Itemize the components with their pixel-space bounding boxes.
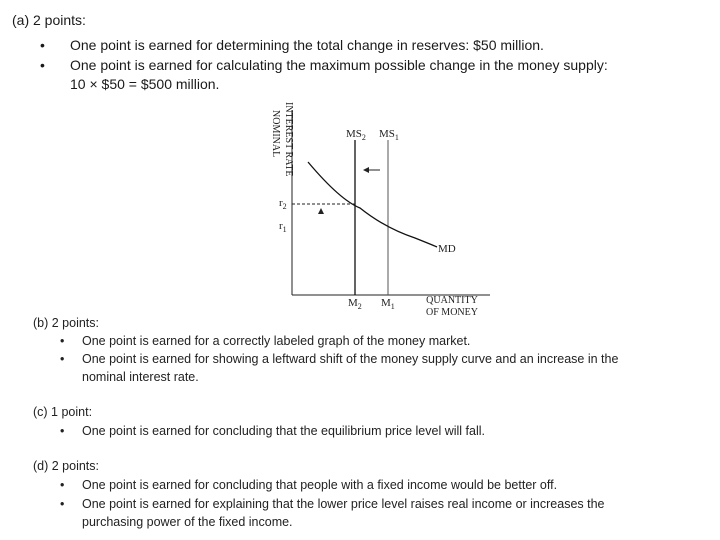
ms1-label: MS1: [379, 128, 399, 142]
part-d-item-1: One point is earned for concluding that …: [82, 478, 558, 492]
bullet-icon: •: [60, 352, 65, 366]
part-d-item-2-continued: purchasing power of the fixed income.: [82, 515, 293, 529]
bullet-icon: •: [60, 334, 65, 348]
part-d-header: (d) 2 points:: [33, 459, 100, 473]
part-a-header: (a) 2 points:: [12, 12, 86, 28]
bullet-icon: •: [60, 497, 65, 511]
bullet-icon: •: [40, 37, 45, 53]
part-b-header: (b) 2 points:: [33, 316, 100, 330]
part-b-item-2: One point is earned for showing a leftwa…: [82, 352, 619, 366]
x-axis-label-line2: OF MONEY: [426, 307, 478, 318]
md-label: MD: [438, 243, 456, 255]
arrow-head-icon: [363, 167, 369, 173]
m2-label: M2: [348, 297, 362, 311]
part-d-item-2: One point is earned for explaining that …: [82, 497, 605, 511]
money-market-graph-svg: NOMINAL INTEREST RATE MS2 MS1 MD r2 r1 M…: [270, 102, 490, 318]
part-a-item-2: One point is earned for calculating the …: [70, 57, 608, 73]
part-c-item-1: One point is earned for concluding that …: [82, 424, 485, 438]
money-market-graph: NOMINAL INTEREST RATE MS2 MS1 MD r2 r1 M…: [255, 100, 515, 320]
upward-arrow-icon: [318, 208, 324, 214]
r1-label: r1: [279, 220, 287, 234]
part-a-item-1: One point is earned for determining the …: [70, 37, 544, 53]
part-c-header: (c) 1 point:: [33, 405, 93, 419]
md-curve: [307, 161, 438, 248]
m1-label: M1: [381, 297, 395, 311]
ms2-label: MS2: [346, 128, 366, 142]
bullet-icon: •: [40, 57, 45, 73]
bullet-icon: •: [60, 424, 65, 438]
x-axis-label-line1: QUANTITY: [426, 295, 478, 306]
part-a-item-2-continued: 10 × $50 = $500 million.: [70, 76, 220, 92]
bullet-icon: •: [60, 478, 65, 492]
part-b-item-1: One point is earned for a correctly labe…: [82, 334, 471, 348]
y-axis-label-line2: INTEREST RATE: [283, 102, 294, 177]
r2-label: r2: [279, 197, 287, 211]
part-b-item-2-continued: nominal interest rate.: [82, 370, 199, 384]
y-axis-label-line1: NOMINAL: [270, 110, 281, 157]
